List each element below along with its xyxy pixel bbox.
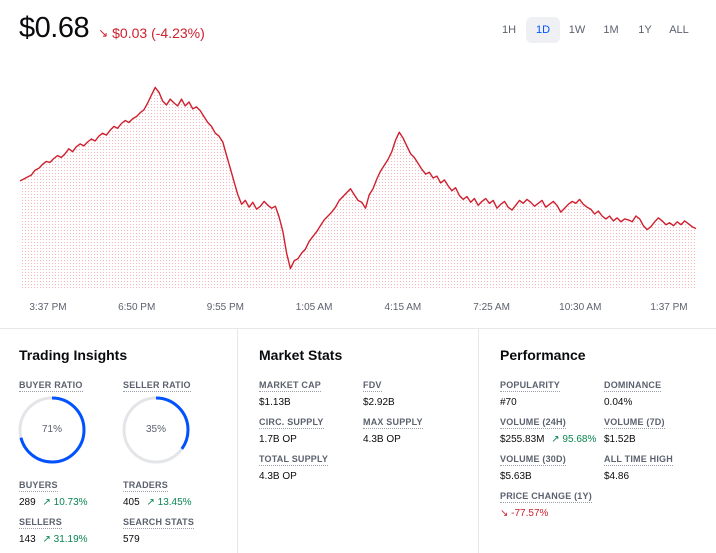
buyers-value-row: 289 ↗ 10.73% <box>19 497 88 508</box>
price-area-fill <box>20 87 696 291</box>
buyer-ratio-label[interactable]: BUYER RATIO <box>19 380 83 392</box>
range-1d-button[interactable]: 1D <box>526 17 560 43</box>
range-1y-button[interactable]: 1Y <box>638 24 652 36</box>
range-1w-button[interactable]: 1W <box>568 24 586 36</box>
buyer-ratio-ring: 71% <box>17 395 87 465</box>
trading-insights-title: Trading Insights <box>19 347 128 363</box>
price-chart[interactable]: 3:37 PM 6:50 PM 9:55 PM 1:05 AM 4:15 AM 7:25 … <box>0 58 716 316</box>
traders-label[interactable]: TRADERS <box>123 480 168 492</box>
x-tick-label: 1:05 AM <box>296 302 333 313</box>
traders-change: ↗ 13.45% <box>146 497 192 508</box>
total-supply-label[interactable]: TOTAL SUPPLY <box>259 454 329 466</box>
price-change-1y-value: ↘ -77.57% <box>500 508 549 519</box>
circ-supply-value: 1.7B OP <box>259 434 297 445</box>
traders-value-row: 405 ↗ 13.45% <box>123 497 192 508</box>
dominance-stat: DOMINANCE 0.04% <box>604 375 662 408</box>
sellers-value-row: 143 ↗ 31.19% <box>19 534 88 545</box>
x-tick-label: 9:55 PM <box>207 302 244 313</box>
buyers-label[interactable]: BUYERS <box>19 480 58 492</box>
performance-title: Performance <box>500 347 586 363</box>
market-stats-panel: Market Stats MARKET CAP $1.13B FDV $2.92… <box>238 329 478 553</box>
seller-ratio-gauge <box>122 396 190 464</box>
volume-24h-label[interactable]: VOLUME (24H) <box>500 417 566 429</box>
dominance-label[interactable]: DOMINANCE <box>604 380 662 392</box>
max-supply-label[interactable]: MAX SUPPLY <box>363 417 423 429</box>
price-series-line <box>19 86 697 270</box>
fdv-stat: FDV $2.92B <box>363 375 395 408</box>
market-stats-title: Market Stats <box>259 347 343 363</box>
price-header: $0.68 ↘ $0.03 (-4.23%) <box>19 12 205 45</box>
volume-30d-value: $5.63B <box>500 471 532 482</box>
buyers-stat: BUYERS 289 ↗ 10.73% <box>19 475 88 508</box>
total-supply-stat: TOTAL SUPPLY 4.3B OP <box>259 449 329 482</box>
volume-24h-change: ↗ 95.68% <box>551 434 597 445</box>
max-supply-stat: MAX SUPPLY 4.3B OP <box>363 412 423 445</box>
seller-ratio-value: 35% <box>145 424 166 435</box>
sellers-change: ↗ 31.19% <box>42 534 88 545</box>
volume-24h-stat: VOLUME (24H) $255.83M ↗ 95.68% <box>500 412 596 445</box>
sellers-stat: SELLERS 143 ↗ 31.19% <box>19 512 88 545</box>
price-change-value: $0.03 (-4.23%) <box>112 25 205 41</box>
buyers-value: 289 <box>19 497 36 508</box>
seller-ratio-label[interactable]: SELLER RATIO <box>123 380 191 392</box>
performance-panel: Performance POPULARITY #70 DOMINANCE 0.0… <box>479 329 716 553</box>
price-change-1y-stat: PRICE CHANGE (1Y) ↘ -77.57% <box>500 486 592 519</box>
range-1m-button[interactable]: 1M <box>603 24 619 36</box>
seller-ratio-stat: SELLER RATIO <box>123 375 191 393</box>
fdv-value: $2.92B <box>363 397 395 408</box>
panel-divider <box>478 329 479 553</box>
popularity-stat: POPULARITY #70 <box>500 375 561 408</box>
search-stats-value: 579 <box>123 534 140 545</box>
buyer-ratio-stat: BUYER RATIO <box>19 375 83 393</box>
popularity-value: #70 <box>500 397 517 408</box>
panel-divider <box>237 329 238 553</box>
market-cap-label[interactable]: MARKET CAP <box>259 380 321 392</box>
current-price: $0.68 <box>19 12 90 44</box>
x-tick-label: 10:30 AM <box>559 302 601 313</box>
x-tick-label: 7:25 AM <box>473 302 510 313</box>
popularity-label[interactable]: POPULARITY <box>500 380 561 392</box>
all-time-high-value: $4.86 <box>604 471 630 482</box>
range-all-button[interactable]: ALL <box>669 24 689 36</box>
x-tick-label: 6:50 PM <box>118 302 155 313</box>
market-cap-value: $1.13B <box>259 397 291 408</box>
circ-supply-stat: CIRC. SUPPLY 1.7B OP <box>259 412 324 445</box>
range-1h-button[interactable]: 1H <box>501 24 517 36</box>
price-change-1y-label[interactable]: PRICE CHANGE (1Y) <box>500 491 592 503</box>
total-supply-value: 4.3B OP <box>259 471 297 482</box>
circ-supply-label[interactable]: CIRC. SUPPLY <box>259 417 324 429</box>
volume-30d-stat: VOLUME (30D) $5.63B <box>500 449 566 482</box>
traders-value: 405 <box>123 497 140 508</box>
volume-24h-value-row: $255.83M ↗ 95.68% <box>500 434 596 445</box>
volume-7d-value: $1.52B <box>604 434 636 445</box>
trend-down-icon: ↘ <box>98 26 109 40</box>
sellers-label[interactable]: SELLERS <box>19 517 62 529</box>
fdv-label[interactable]: FDV <box>363 380 382 392</box>
volume-7d-stat: VOLUME (7D) $1.52B <box>604 412 665 445</box>
search-stats-label[interactable]: SEARCH STATS <box>123 517 195 529</box>
x-tick-label: 4:15 AM <box>385 302 422 313</box>
x-tick-label: 1:37 PM <box>650 302 687 313</box>
time-range-selector: 1H 1D 1W 1M 1Y ALL <box>492 17 696 43</box>
market-cap-stat: MARKET CAP $1.13B <box>259 375 321 408</box>
buyer-ratio-gauge <box>18 396 86 464</box>
buyers-change: ↗ 10.73% <box>42 497 88 508</box>
max-supply-value: 4.3B OP <box>363 434 401 445</box>
volume-30d-label[interactable]: VOLUME (30D) <box>500 454 566 466</box>
all-time-high-stat: ALL TIME HIGH $4.86 <box>604 449 673 482</box>
price-change: ↘ $0.03 (-4.23%) <box>98 25 205 41</box>
all-time-high-label[interactable]: ALL TIME HIGH <box>604 454 673 466</box>
buyer-ratio-value: 71% <box>41 424 62 435</box>
dominance-value: 0.04% <box>604 397 633 408</box>
volume-24h-value: $255.83M <box>500 434 545 445</box>
section-divider <box>0 328 716 329</box>
x-tick-label: 3:37 PM <box>29 302 66 313</box>
search-stats-stat: SEARCH STATS 579 <box>123 512 195 545</box>
price-chart-svg: 3:37 PM 6:50 PM 9:55 PM 1:05 AM 4:15 AM 7:25 … <box>19 86 697 313</box>
trading-insights-panel: Trading Insights BUYER RATIO 71% SELLER … <box>0 329 237 553</box>
volume-7d-label[interactable]: VOLUME (7D) <box>604 417 665 429</box>
sellers-value: 143 <box>19 534 36 545</box>
traders-stat: TRADERS 405 ↗ 13.45% <box>123 475 192 508</box>
seller-ratio-ring: 35% <box>121 395 191 465</box>
